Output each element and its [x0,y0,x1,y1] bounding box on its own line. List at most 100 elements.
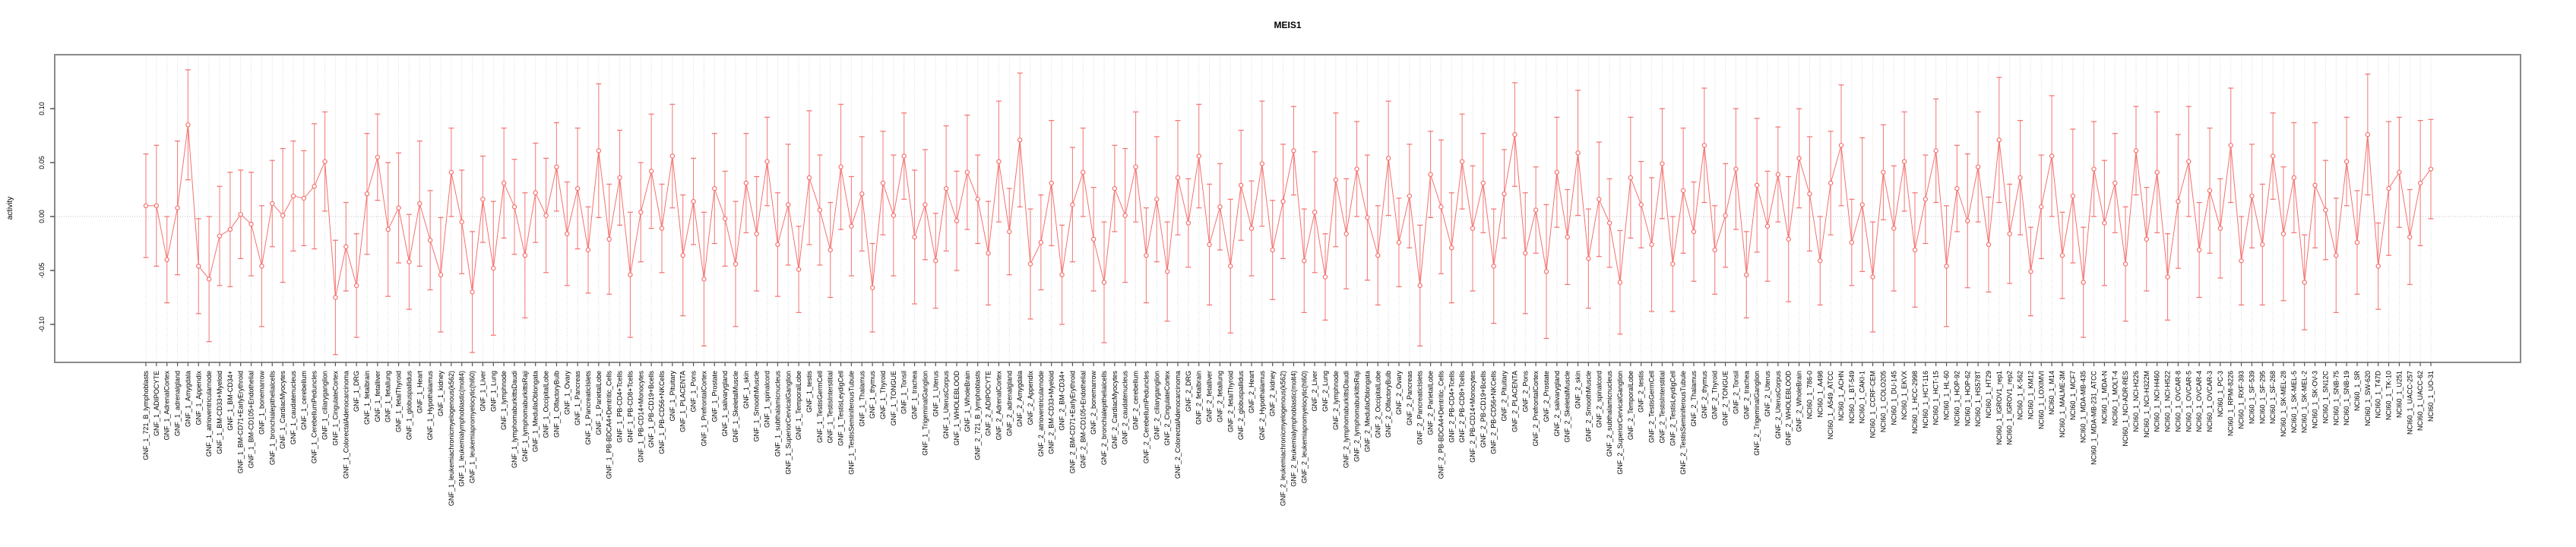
data-point [1586,256,1591,261]
data-point [438,272,444,277]
data-point [554,164,559,169]
x-axis-label: GNF_2_Thalamus [1690,371,1698,427]
data-point [1891,226,1897,231]
data-point [2312,182,2318,188]
data-point [1597,197,1602,202]
data-point [470,289,475,295]
x-axis-label: NCI60_1_HCT-15 [1932,371,1940,425]
x-axis-label: GNF_1_thymus [869,371,876,419]
x-axis-label: GNF_2_WholeBrain [1796,371,1803,432]
data-point [2343,159,2350,164]
data-point [2228,143,2233,148]
x-axis-label: GNF_2_PB-CD14+Monocytes [1469,371,1476,463]
x-axis-label: GNF_1_salivarygland [721,371,729,437]
data-point [1133,164,1138,169]
data-point [522,252,528,258]
data-point [511,204,517,210]
x-axis-label: GNF_2_PB-CD4+Tcells [1448,371,1455,443]
data-point [1996,137,2002,143]
x-axis-label: GNF_1_ColorectalAdenocarcinoma [342,371,350,479]
x-axis-label: GNF_1_bronchialepithelialcells [268,371,276,466]
data-point [1859,202,1865,207]
x-axis-label: GNF_1_fetalbrain [363,371,371,425]
data-point [2334,252,2339,258]
x-axis-label: GNF_1_CingulateCortex [331,371,339,446]
data-point [1207,242,1212,248]
data-point [2122,261,2128,267]
data-point [2059,252,2065,258]
data-point [2217,226,2223,231]
data-point [1881,169,1886,175]
x-axis-label: NCI60_1_786-0 [1805,371,1813,419]
x-axis-label: GNF_1_ParietalLobe [595,371,603,435]
data-point [1081,169,1086,175]
x-axis-label: GNF_1_Uterus [932,371,939,417]
data-point [964,169,970,175]
x-axis-label: GNF_2_atrioventricularnode [1037,371,1045,457]
data-point [1049,180,1054,186]
x-axis-label: GNF_1_PLACENTA [679,371,687,432]
data-point [2428,166,2434,172]
data-point [891,213,897,218]
data-point [2070,193,2076,199]
x-axis-label: GNF_2_PrefrontalCortex [1532,371,1540,447]
data-point [975,197,980,202]
x-axis-label: GNF_2_Heart [1248,371,1255,414]
data-point [1638,202,1644,207]
x-axis-label: NCI60_1_LOXIMVI [2037,371,2045,429]
data-point [628,272,633,277]
x-axis-label: NCI60_1_NCI-ADR-RES [2122,371,2129,447]
data-point [1438,204,1444,210]
x-axis-label: NCI60_1_HOP-62 [1964,371,1971,426]
x-axis-label: NCI60_1_SNB-75 [2332,371,2340,425]
x-axis-label: GNF_2_fetallung [1216,371,1223,422]
x-axis-label: GNF_2_lymphomaburkittsDaudi [1343,371,1350,468]
x-axis-label: NCI60_1_CCRF-CEM [1869,371,1877,438]
data-point [375,154,381,160]
data-point [1154,197,1160,202]
x-axis-label: GNF_1_fetallung [385,371,392,422]
data-point [1543,269,1549,274]
x-axis-label: NCI60_1_ACHN [1837,371,1845,421]
data-point [301,195,307,201]
x-axis-label: GNF_1_AdrenalCortex [163,371,171,441]
data-point [1744,272,1749,277]
data-point [1302,258,1307,264]
x-axis-label: GNF_2_thymus [1701,371,1708,419]
data-point [480,197,486,202]
data-point [1291,148,1296,153]
x-axis-label: NCI60_1_HCC-2998 [1911,371,1919,434]
data-point [1965,218,1970,223]
data-point [1175,175,1181,181]
data-point [1723,213,1728,218]
x-axis-label: NCI60_1_EKVX [1900,371,1908,420]
data-point [448,169,454,175]
data-point [1270,247,1275,253]
data-point [501,180,507,186]
x-axis-label: NCI60_1_SK-MEL-5 [2290,371,2298,433]
x-axis-label: NCI60_1_NCI-H322M [2143,371,2150,438]
data-point [1649,242,1654,248]
x-axis-label: GNF_1_Appendix [195,371,202,425]
data-point [2323,207,2328,213]
x-axis-label: NCI60_1_SK-MEL-2 [2301,371,2309,433]
x-axis-label: GNF_1_721_B_lymphoblasts [142,371,150,460]
x-axis-label: GNF_2_Liver [1311,371,1318,412]
data-point [1449,245,1454,251]
x-axis-label: GNF_1_globuspallidus [405,371,413,441]
data-point [754,231,759,236]
data-point [1354,166,1359,172]
data-point [1818,258,1823,264]
data-point [2144,236,2150,242]
data-point [1280,198,1286,204]
x-axis-label: NCI60_1_A498 [1816,371,1824,418]
data-point [954,218,960,223]
x-axis-label: GNF_1_WholeBrain [964,371,971,432]
x-axis-label: NCI60_1_KM12 [2027,371,2034,419]
data-point [1617,280,1623,285]
x-axis-label: GNF_2_Pituitary [1501,371,1508,422]
data-point [2397,169,2402,175]
x-axis-label: GNF_2_WHOLEBLOOD [1785,371,1793,446]
data-point [1228,264,1233,269]
data-point [1775,172,1781,177]
